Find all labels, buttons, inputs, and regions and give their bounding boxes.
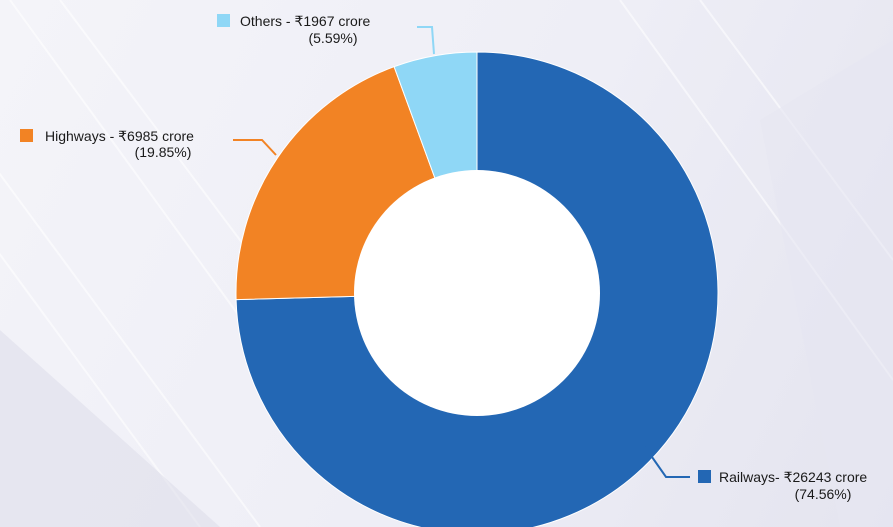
- callout-others: Others - ₹1967 crore (5.59%): [217, 13, 435, 55]
- leader-line-others: [417, 26, 435, 55]
- callout-highways: Highways - ₹6985 crore (19.85%): [20, 128, 277, 160]
- percent-highways: (19.85%): [135, 144, 192, 160]
- percent-railways: (74.56%): [795, 486, 852, 502]
- callout-railways: Railways- ₹26243 crore (74.56%): [644, 446, 867, 502]
- swatch-highways: [20, 129, 33, 142]
- leader-line-highways: [233, 139, 277, 156]
- leader-line-railways: [644, 446, 690, 478]
- swatch-others: [217, 14, 230, 27]
- label-highways: Highways - ₹6985 crore: [45, 128, 194, 144]
- donut-hole: [354, 170, 600, 416]
- label-railways: Railways- ₹26243 crore: [719, 469, 867, 485]
- percent-others: (5.59%): [308, 30, 357, 46]
- swatch-railways: [698, 470, 711, 483]
- label-others: Others - ₹1967 crore: [240, 13, 371, 29]
